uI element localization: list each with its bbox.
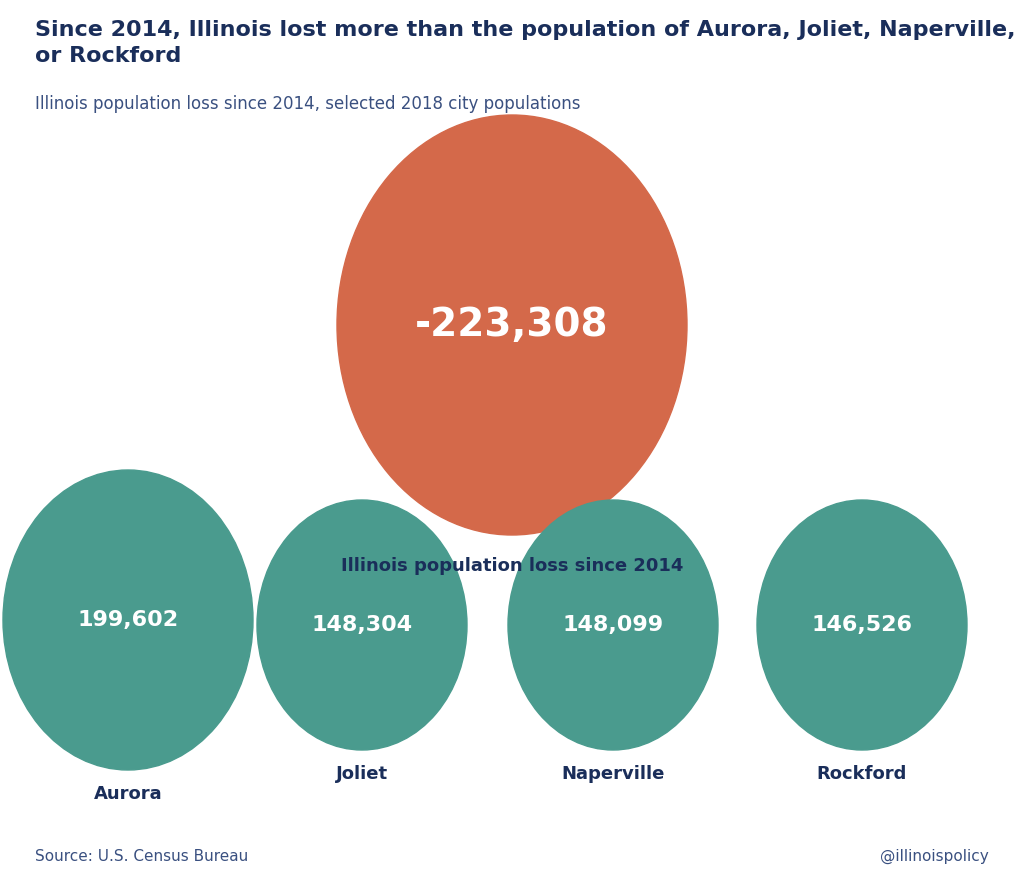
Ellipse shape bbox=[757, 500, 967, 750]
Text: Illinois population loss since 2014, selected 2018 city populations: Illinois population loss since 2014, sel… bbox=[35, 95, 581, 113]
Text: Naperville: Naperville bbox=[561, 765, 665, 783]
Text: 148,304: 148,304 bbox=[311, 615, 413, 635]
Text: -223,308: -223,308 bbox=[416, 306, 608, 344]
Text: Joliet: Joliet bbox=[336, 765, 388, 783]
Ellipse shape bbox=[3, 470, 253, 770]
Ellipse shape bbox=[508, 500, 718, 750]
Text: @illinoispolicy: @illinoispolicy bbox=[881, 849, 989, 864]
Ellipse shape bbox=[257, 500, 467, 750]
Text: 146,526: 146,526 bbox=[811, 615, 912, 635]
Text: Source: U.S. Census Bureau: Source: U.S. Census Bureau bbox=[35, 849, 248, 864]
Text: Illinois population loss since 2014: Illinois population loss since 2014 bbox=[341, 557, 683, 575]
Text: Aurora: Aurora bbox=[93, 785, 163, 803]
Text: Since 2014, Illinois lost more than the population of Aurora, Joliet, Naperville: Since 2014, Illinois lost more than the … bbox=[35, 20, 1016, 66]
Ellipse shape bbox=[337, 115, 687, 535]
Text: Rockford: Rockford bbox=[817, 765, 907, 783]
Text: 199,602: 199,602 bbox=[78, 610, 178, 630]
Text: 148,099: 148,099 bbox=[562, 615, 664, 635]
